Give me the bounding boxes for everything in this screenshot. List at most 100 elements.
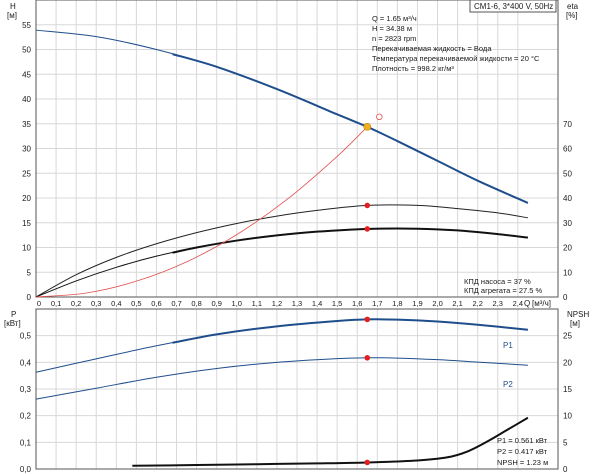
p-axis-label: P bbox=[11, 310, 16, 319]
h-tick-label: 55 bbox=[22, 21, 31, 30]
h-tick-label: 0 bbox=[27, 293, 32, 302]
h-tick-label: 25 bbox=[22, 169, 31, 178]
eta-tick-label: 60 bbox=[563, 145, 572, 154]
x-tick-labels: 0 0,1 0,2 0,3 0,4 0,5 0,6 0,7 0,8 0,9 1,0 1,1 1,2 1,3… bbox=[37, 299, 523, 308]
info-line: Перекачиваемая жидкость = Вода bbox=[372, 44, 492, 53]
h-tick-label: 45 bbox=[22, 70, 31, 79]
q-axis-unit: [м³/ч] bbox=[532, 299, 551, 308]
p-tick-label: 0,5 bbox=[20, 332, 32, 341]
npsh-axis-unit: [м] bbox=[570, 319, 580, 328]
power-line: P1 = 0.561 кВт bbox=[497, 436, 548, 445]
h-tick-label: 5 bbox=[27, 268, 32, 277]
h-axis-unit: [м] bbox=[7, 11, 17, 20]
h-tick-label: 10 bbox=[22, 244, 31, 253]
x-tick-label: 0 bbox=[37, 299, 41, 308]
operating-point-marker bbox=[364, 226, 371, 232]
eta-axis-unit: [%] bbox=[566, 11, 578, 20]
x-tick-label: 0,5 bbox=[131, 299, 141, 308]
h-axis-label: H bbox=[10, 2, 16, 11]
p-tick-label: 0,3 bbox=[20, 385, 32, 394]
x-tick-label: 1,6 bbox=[352, 299, 362, 308]
eta-tick-label: 70 bbox=[563, 120, 572, 129]
eta-unit-curve-operating-range bbox=[172, 227, 528, 254]
p-tick-label: 0,1 bbox=[20, 438, 32, 447]
npsh-tick-label: 15 bbox=[563, 385, 572, 394]
q-axis-label: Q bbox=[524, 299, 530, 308]
operating-point-marker bbox=[364, 459, 371, 466]
eta-tick-label: 50 bbox=[563, 169, 572, 178]
x-tick-label: 1,4 bbox=[312, 299, 322, 308]
h-tick-label: 15 bbox=[22, 219, 31, 228]
npsh-tick-label: 0 bbox=[563, 465, 568, 474]
x-tick-label: 2,2 bbox=[472, 299, 482, 308]
x-tick-label: 0,6 bbox=[151, 299, 161, 308]
lower-plot-frame bbox=[35, 308, 559, 470]
npsh-tick-label: 25 bbox=[563, 332, 572, 341]
eta-tick-label: 10 bbox=[563, 268, 572, 277]
npsh-tick-label: 10 bbox=[563, 412, 572, 421]
eta-axis-label: eta bbox=[567, 2, 579, 11]
power-block: P1 = 0.561 кВт P2 = 0.417 кВт NPSH = 1.2… bbox=[497, 436, 548, 467]
eta-pump-curve bbox=[35, 204, 528, 298]
efficiency-block: КПД насоса = 37 % КПД агрегата = 27.5 % bbox=[464, 277, 542, 295]
p-tick-label: 0,2 bbox=[20, 412, 32, 421]
system-curve bbox=[35, 126, 368, 298]
operating-point-marker bbox=[364, 355, 371, 361]
upper-grid bbox=[35, 0, 558, 297]
h-tick-label: 40 bbox=[22, 95, 31, 104]
efficiency-line: КПД насоса = 37 % bbox=[464, 277, 531, 286]
p-axis-unit: [кВт] bbox=[4, 319, 21, 328]
x-tick-label: 1,5 bbox=[332, 299, 342, 308]
p-tick-label: 0,0 bbox=[20, 465, 32, 474]
eta-tick-label: 30 bbox=[563, 219, 572, 228]
x-tick-label: 0,3 bbox=[91, 299, 101, 308]
eta-tick-label: 40 bbox=[563, 194, 572, 203]
npsh-tick-label: 5 bbox=[563, 438, 568, 447]
h-tick-label: 20 bbox=[22, 194, 31, 203]
operating-point-marker bbox=[364, 202, 371, 209]
p1-series-label: P1 bbox=[503, 341, 513, 350]
x-tick-label: 0,1 bbox=[51, 299, 61, 308]
info-line: H = 34.38 м bbox=[372, 24, 412, 33]
npsh-axis-label: NPSH bbox=[567, 310, 589, 319]
header-box-frame bbox=[469, 0, 557, 13]
npsh-tick-label: 20 bbox=[563, 358, 572, 367]
upper-plot-frame bbox=[35, 0, 559, 298]
eta-tick-label: 20 bbox=[563, 244, 572, 253]
NPSH-curve-operating-range bbox=[132, 416, 529, 467]
operating-point-marker bbox=[364, 316, 371, 323]
operating-point-marker bbox=[363, 123, 372, 131]
x-tick-label: 1,8 bbox=[392, 299, 402, 308]
x-tick-label: 1,7 bbox=[372, 299, 382, 308]
info-line: Температура перекачиваемой жидкости = 20… bbox=[372, 54, 540, 63]
x-tick-label: 0,2 bbox=[71, 299, 81, 308]
x-tick-label: 0,4 bbox=[111, 299, 121, 308]
power-line: NPSH = 1.23 м bbox=[497, 458, 548, 467]
x-tick-label: 0,7 bbox=[171, 299, 181, 308]
x-tick-label: 2,0 bbox=[432, 299, 442, 308]
x-tick-label: 1,3 bbox=[292, 299, 302, 308]
h-tick-label: 35 bbox=[22, 120, 31, 129]
x-tick-label: 2,3 bbox=[493, 299, 503, 308]
x-tick-label: 1,1 bbox=[252, 299, 262, 308]
info-block: Q = 1.65 м³/ч H = 34.38 м n = 2823 rpm П… bbox=[372, 14, 540, 73]
P2-curve bbox=[35, 357, 528, 400]
info-line: Q = 1.65 м³/ч bbox=[372, 14, 417, 23]
p-tick-label: 0,4 bbox=[20, 358, 32, 367]
x-tick-label: 0,8 bbox=[191, 299, 201, 308]
marker-layer bbox=[363, 113, 383, 466]
lower-grid bbox=[35, 309, 558, 469]
y-tick-labels: 05101520253035404550550102030405060700,0… bbox=[20, 21, 573, 474]
x-tick-label: 0,9 bbox=[211, 299, 221, 308]
x-tick-label: 2,4 bbox=[513, 299, 523, 308]
info-line: Плотность = 998.2 кг/м³ bbox=[372, 64, 454, 73]
x-tick-label: 1,0 bbox=[232, 299, 242, 308]
p2-series-label: P2 bbox=[503, 380, 513, 389]
header-box-text: CM1-6, 3*400 V, 50Hz bbox=[474, 2, 553, 11]
x-tick-label: 1,9 bbox=[412, 299, 422, 308]
x-tick-label: 2,1 bbox=[452, 299, 462, 308]
x-tick-label: 1,2 bbox=[272, 299, 282, 308]
power-line: P2 = 0.417 кВт bbox=[497, 447, 548, 456]
